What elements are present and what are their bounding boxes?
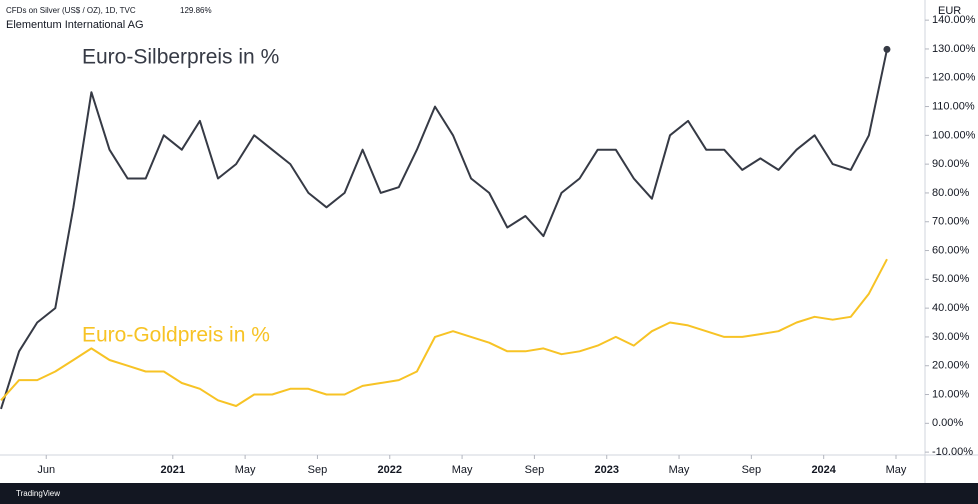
y-tick-label: 30.00% — [932, 331, 970, 343]
y-tick-label: 90.00% — [932, 158, 970, 170]
plot — [0, 45, 891, 410]
y-tick-label: 10.00% — [932, 388, 970, 400]
y-tick-label: 110.00% — [932, 100, 975, 112]
x-tick-label: May — [235, 464, 256, 476]
y-tick-label: -10.00% — [932, 446, 973, 458]
y-tick-label: 0.00% — [932, 417, 963, 429]
x-tick-label: Sep — [742, 464, 762, 476]
y-tick-label: 40.00% — [932, 302, 970, 314]
y-tick-label: 130.00% — [932, 43, 976, 55]
x-tick-label: May — [669, 464, 690, 476]
symbol: CFDs on Silver (US$ / OZ), 1D, TVC — [6, 6, 136, 15]
brand: TradingView — [16, 489, 60, 498]
y-tick-label: 140.00% — [932, 14, 976, 26]
y-tick-label: 100.00% — [932, 129, 976, 141]
line-series — [0, 49, 888, 410]
x-tick-label: Sep — [308, 464, 328, 476]
last-point — [883, 45, 891, 53]
x-tick-label: Sep — [525, 464, 545, 476]
last-value: 129.86% — [180, 6, 212, 15]
x-tick-label: 2023 — [594, 464, 618, 476]
currency: EUR — [938, 5, 961, 17]
x-tick-label: 2024 — [811, 464, 836, 476]
x-tick-label: 2021 — [161, 464, 185, 476]
y-tick-label: 80.00% — [932, 187, 970, 199]
y-tick-label: 50.00% — [932, 273, 970, 285]
line-series — [0, 258, 888, 407]
x-tick-label: May — [886, 464, 907, 476]
series-label: Euro-Goldpreis in % — [82, 324, 270, 347]
x-tick-label: Jun — [37, 464, 55, 476]
x-tick-label: May — [452, 464, 473, 476]
y-tick-label: 70.00% — [932, 216, 970, 228]
y-tick-label: 60.00% — [932, 244, 970, 256]
series-label: Euro-Silberpreis in % — [82, 46, 279, 69]
footer — [0, 483, 978, 504]
owner: Elementum International AG — [6, 19, 144, 31]
x-tick-label: 2022 — [378, 464, 402, 476]
y-tick-label: 120.00% — [932, 72, 976, 84]
y-tick-label: 20.00% — [932, 360, 970, 372]
